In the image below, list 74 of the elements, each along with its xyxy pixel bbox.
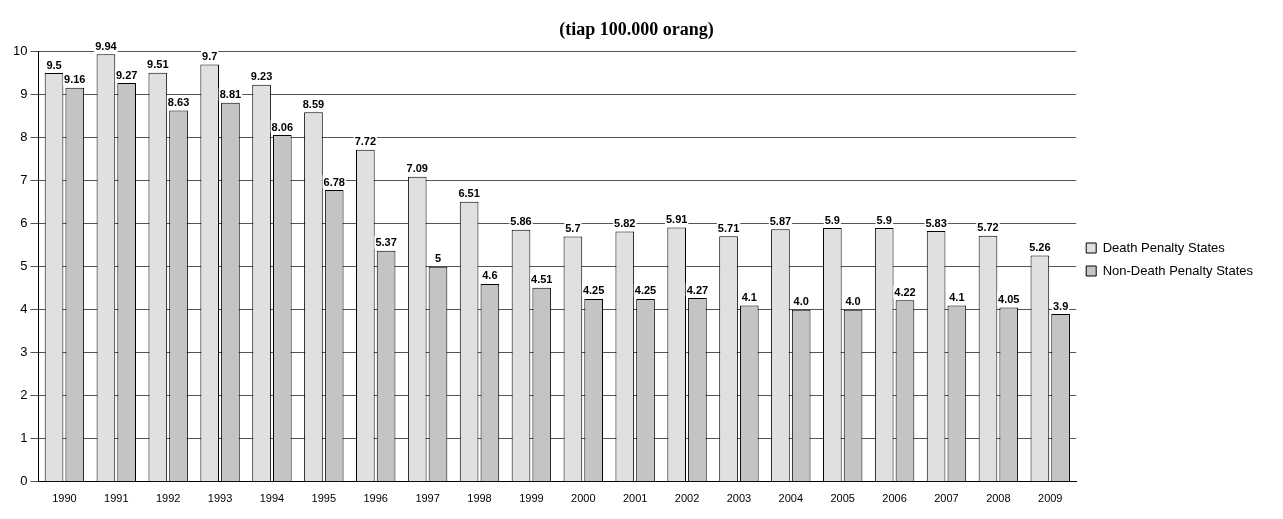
data-label: 9.94	[95, 39, 118, 52]
legend-label: Death Penalty States	[1102, 239, 1226, 255]
y-tick-label: 3	[20, 344, 28, 360]
y-tick-label: 9	[20, 86, 28, 102]
data-label: 8.81	[219, 88, 242, 101]
data-label: 8.59	[302, 97, 325, 110]
data-label: 5	[434, 252, 442, 265]
data-label: 9.27	[115, 68, 138, 81]
legend-label: Non-Death Penalty States	[1102, 262, 1254, 278]
data-label: 4.05	[998, 293, 1020, 306]
data-label: 7.72	[354, 135, 377, 148]
x-tick-label: 2009	[1038, 492, 1063, 505]
data-label: 9.51	[147, 58, 169, 71]
data-label: 5.71	[717, 221, 740, 234]
data-label: 5.72	[977, 221, 999, 234]
data-label: 3.9	[1052, 299, 1069, 312]
x-tick-label: 1995	[311, 492, 337, 505]
x-tick-label: 2001	[622, 492, 648, 505]
x-tick-label: 2007	[934, 492, 959, 505]
x-tick-label: 2005	[830, 492, 855, 505]
x-tick-label: 1993	[207, 492, 233, 505]
data-label: 4.0	[845, 295, 861, 308]
x-tick-label: 1990	[52, 492, 77, 505]
data-label: 4.25	[582, 284, 605, 297]
data-label: 5.87	[769, 214, 792, 227]
x-tick-label: 2008	[986, 492, 1011, 505]
y-tick-label: 7	[20, 172, 28, 188]
data-label: 5.82	[614, 216, 636, 229]
data-label: 5.7	[565, 222, 581, 235]
data-label: 4.27	[686, 283, 709, 296]
data-label: 4.1	[949, 290, 965, 303]
data-label: 4.22	[894, 285, 916, 298]
y-tick-label: 4	[20, 301, 28, 317]
data-label: 4.51	[531, 273, 553, 286]
y-tick-label: 1	[20, 430, 28, 446]
y-tick-label: 0	[20, 473, 28, 489]
x-tick-label: 1996	[363, 492, 388, 505]
y-tick-label: 8	[20, 129, 28, 145]
data-label: 7.09	[406, 162, 428, 175]
x-tick-label: 2003	[726, 492, 752, 505]
y-tick-label: 2	[20, 387, 28, 403]
y-tick-label: 5	[20, 258, 28, 274]
data-label: 9.7	[202, 50, 218, 63]
x-tick-label: 1999	[519, 492, 544, 505]
data-label: 5.9	[824, 213, 840, 226]
data-label: 8.06	[271, 120, 294, 133]
data-label: 4.0	[793, 295, 809, 308]
data-label: 5.91	[665, 213, 688, 226]
data-label: 6.51	[458, 187, 480, 200]
data-label: 8.63	[167, 96, 190, 109]
y-tick-label: 10	[12, 43, 28, 59]
data-label: 4.25	[634, 284, 657, 297]
data-label: 5.26	[1029, 241, 1051, 254]
x-tick-label: 2000	[571, 492, 596, 505]
data-label: 4.1	[741, 290, 757, 303]
x-tick-label: 2004	[778, 492, 804, 505]
data-label: 6.78	[323, 175, 345, 188]
x-tick-label: 1997	[415, 492, 440, 505]
data-label: 5.9	[876, 213, 892, 226]
data-label: 4.6	[482, 269, 498, 282]
data-label: 9.5	[46, 58, 62, 71]
data-label: 5.86	[510, 215, 532, 228]
data-label: 9.23	[250, 70, 273, 83]
data-label: 5.37	[375, 236, 397, 249]
x-tick-label: 1992	[155, 492, 181, 505]
data-label: 5.83	[925, 216, 947, 229]
x-tick-label: 1994	[259, 492, 285, 505]
data-label: 9.16	[64, 73, 86, 86]
x-tick-label: 1998	[467, 492, 492, 505]
x-tick-label: 2006	[882, 492, 907, 505]
y-tick-label: 6	[20, 215, 28, 231]
chart-title: (tiap 100.000 orang)	[559, 19, 714, 41]
x-tick-label: 2002	[674, 492, 700, 505]
x-tick-label: 1991	[104, 492, 129, 505]
